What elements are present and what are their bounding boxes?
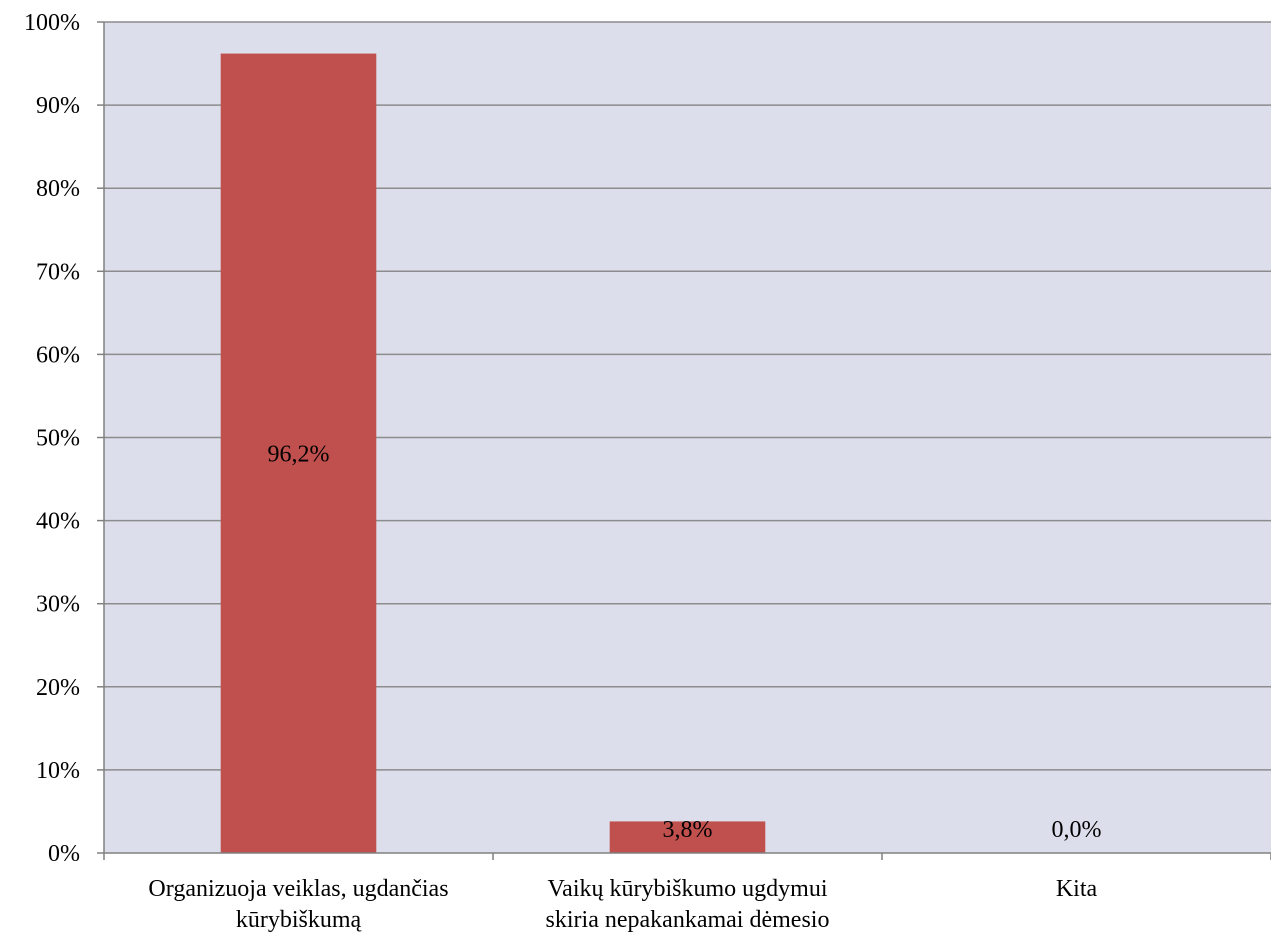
y-axis-tick-labels: 0% 10% 20% 30% 40% 50% 60% 70% 80% 90% 100% bbox=[24, 10, 80, 867]
bar bbox=[609, 821, 766, 853]
y-tick-label: 30% bbox=[36, 592, 80, 618]
axes bbox=[97, 21, 1271, 860]
y-tick-label: 60% bbox=[36, 342, 80, 368]
bars bbox=[220, 53, 766, 853]
y-tick-label: 70% bbox=[36, 259, 80, 285]
y-tick-label: 10% bbox=[36, 758, 80, 784]
bar bbox=[220, 53, 377, 853]
x-category-label: Kita bbox=[1056, 876, 1098, 902]
y-tick-label: 80% bbox=[36, 176, 80, 202]
data-label: 3,8% bbox=[663, 817, 713, 843]
y-tick-label: 40% bbox=[36, 509, 80, 535]
x-category-label: Vaikų kūrybiškumo ugdymui bbox=[548, 876, 828, 902]
x-category-label: kūrybiškumą bbox=[236, 907, 362, 933]
x-category-label: skiria nepakankamai dėmesio bbox=[546, 907, 830, 933]
y-tick-label: 50% bbox=[36, 426, 80, 452]
y-tick-label: 20% bbox=[36, 675, 80, 701]
y-tick-label: 90% bbox=[36, 93, 80, 119]
data-label: 0,0% bbox=[1052, 817, 1102, 843]
x-axis-category-labels: Organizuoja veiklas, ugdančias kūrybiškum… bbox=[148, 876, 1097, 933]
data-label: 96,2% bbox=[268, 441, 330, 467]
data-labels: 96,2% 3,8% 0,0% bbox=[268, 441, 1102, 843]
y-tick-label: 100% bbox=[24, 10, 80, 36]
y-tick-label: 0% bbox=[48, 841, 80, 867]
x-category-label: Organizuoja veiklas, ugdančias bbox=[148, 876, 448, 902]
